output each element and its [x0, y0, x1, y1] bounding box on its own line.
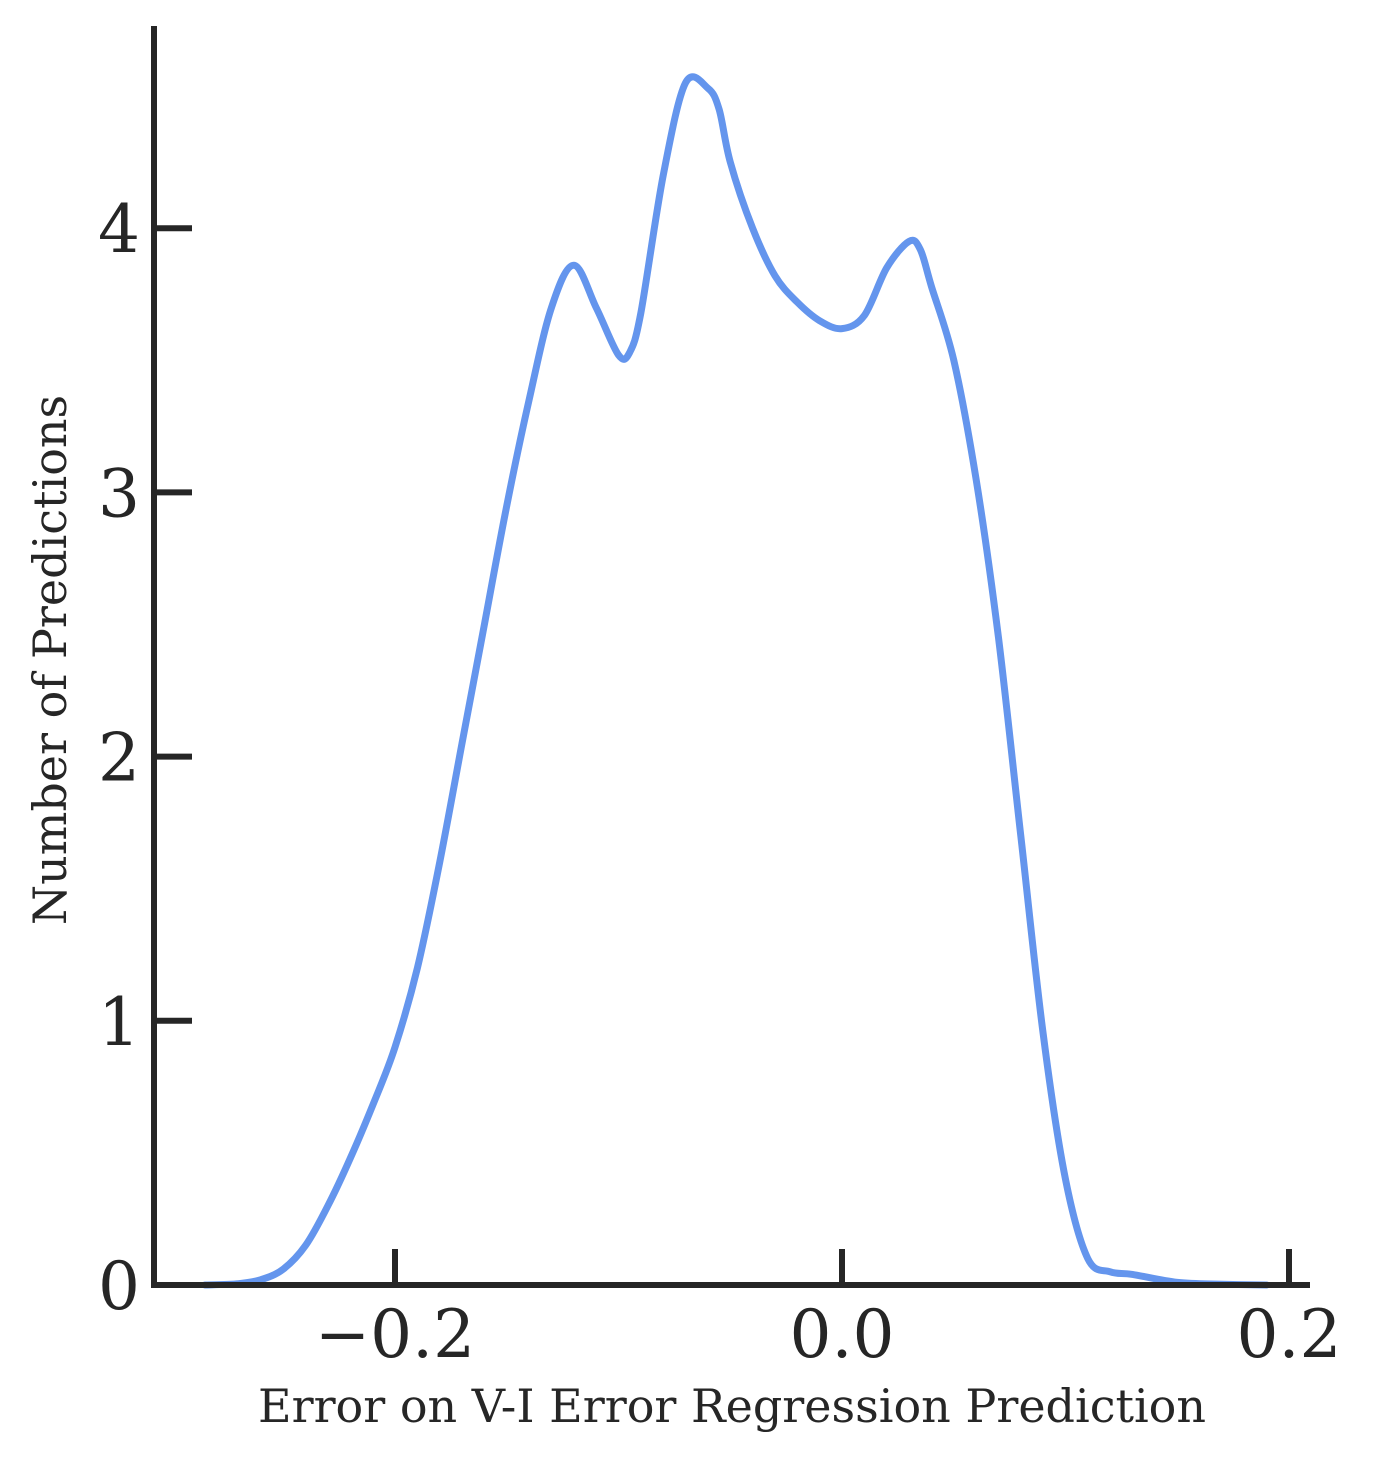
density-curve — [201, 73, 1271, 1289]
x-axis-ticks: −0.2 0.0 0.2 — [315, 1249, 1342, 1373]
x-tick-label: 0.2 — [1237, 1296, 1342, 1373]
y-axis-label: Number of Predictions — [23, 395, 77, 925]
y-axis-ticks: 0 1 2 3 4 — [98, 191, 192, 1325]
y-tick-label: 0 — [98, 1248, 140, 1325]
y-tick-label: 1 — [98, 984, 140, 1061]
y-tick-label: 4 — [98, 191, 140, 268]
y-tick-label: 2 — [98, 720, 140, 797]
x-tick-label: −0.2 — [315, 1296, 475, 1373]
y-tick-label: 3 — [98, 455, 140, 532]
x-tick-label: 0.0 — [790, 1296, 895, 1373]
x-axis-label: Error on V-I Error Regression Prediction — [258, 1379, 1206, 1433]
